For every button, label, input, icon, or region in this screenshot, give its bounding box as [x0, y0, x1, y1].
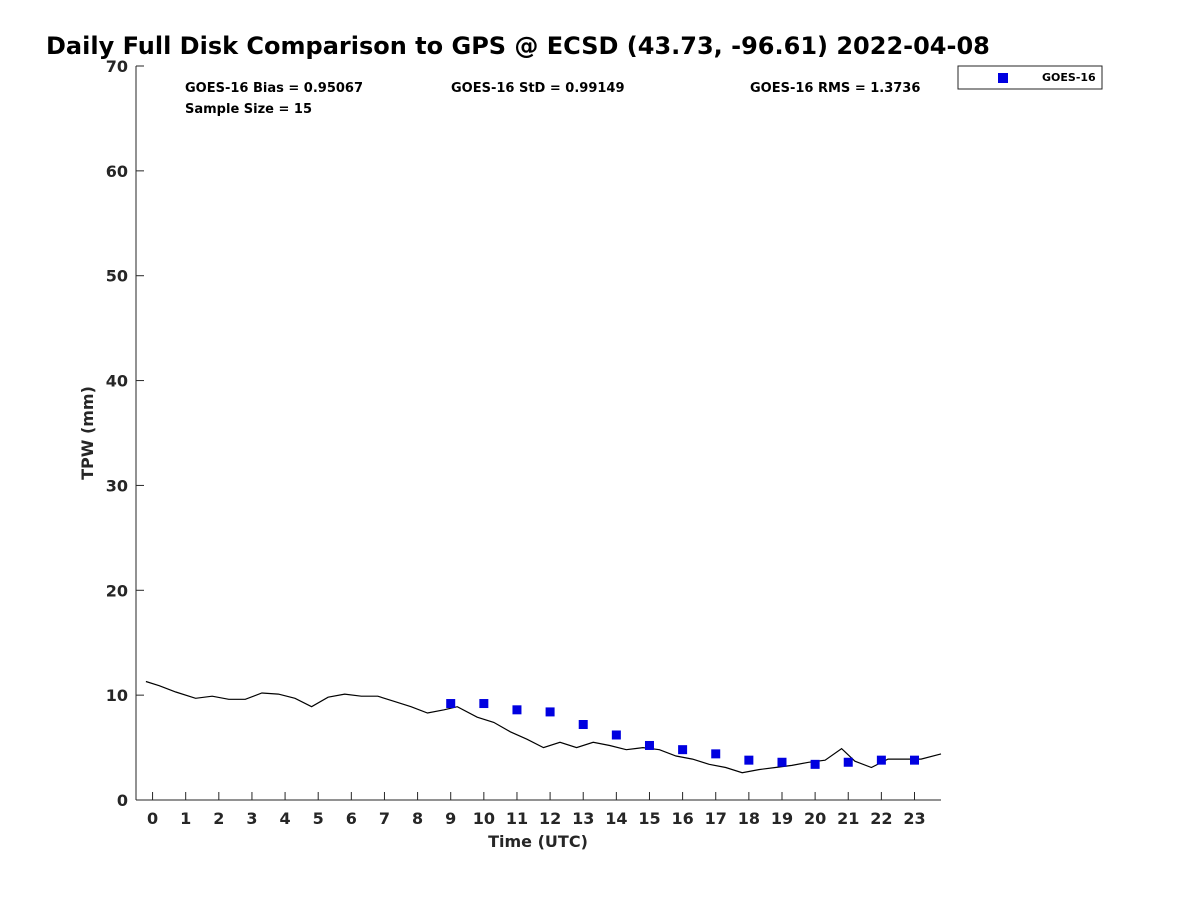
goes16-point [578, 720, 588, 730]
goes16-point [744, 755, 754, 765]
x-tick-label: 18 [738, 809, 760, 828]
x-tick-label: 11 [506, 809, 528, 828]
goes16-point [909, 755, 919, 765]
x-tick-label: 0 [147, 809, 158, 828]
gps-line [145, 680, 942, 774]
goes16-point [611, 730, 621, 740]
x-tick-label: 15 [638, 809, 660, 828]
y-ticks: 0 10 20 30 40 50 60 70 [106, 57, 144, 810]
y-tick-label: 40 [106, 372, 128, 391]
x-tick-label: 17 [705, 809, 727, 828]
x-tick-label: 10 [473, 809, 495, 828]
goes16-point [843, 757, 853, 767]
legend-box [957, 65, 1103, 90]
x-tick-label: 21 [837, 809, 859, 828]
x-tick-label: 7 [379, 809, 390, 828]
y-tick-label: 10 [106, 686, 128, 705]
x-tick-label: 19 [771, 809, 793, 828]
y-tick-label: 60 [106, 162, 128, 181]
goes16-point [512, 705, 522, 715]
goes16-point [777, 757, 787, 767]
legend-marker [998, 73, 1008, 83]
bias-text: GOES-16 Bias = 0.95067 [185, 81, 363, 96]
y-axis-label: TPW (mm) [78, 386, 97, 480]
x-tick-label: 16 [671, 809, 693, 828]
x-tick-label: 6 [346, 809, 357, 828]
series-layer [145, 680, 942, 774]
y-tick-label: 70 [106, 57, 128, 76]
x-tick-label: 2 [213, 809, 224, 828]
goes16-point [479, 699, 489, 709]
x-ticks: 0 1 2 3 4 5 6 7 8 9 10 11 12 13 14 15 16 17 18 19 20 21 22 23 [147, 792, 926, 828]
x-tick-label: 3 [246, 809, 257, 828]
x-tick-label: 23 [903, 809, 925, 828]
goes16-point [644, 740, 654, 750]
x-tick-label: 4 [280, 809, 291, 828]
goes16-point [876, 755, 886, 765]
goes16-point [545, 707, 555, 717]
y-tick-label: 30 [106, 476, 128, 495]
x-tick-label: 13 [572, 809, 594, 828]
rms-text: GOES-16 RMS = 1.3736 [750, 81, 920, 96]
x-tick-label: 8 [412, 809, 423, 828]
x-axis-label: Time (UTC) [488, 832, 588, 851]
chart-title: Daily Full Disk Comparison to GPS @ ECSD… [46, 32, 990, 60]
goes16-point [446, 699, 456, 709]
x-tick-label: 20 [804, 809, 826, 828]
std-text: GOES-16 StD = 0.99149 [451, 81, 625, 96]
x-tick-label: 9 [445, 809, 456, 828]
y-tick-label: 50 [106, 267, 128, 286]
legend-label: GOES-16 [1042, 71, 1096, 84]
plot-area [135, 66, 941, 801]
x-tick-label: 5 [313, 809, 324, 828]
y-tick-label: 20 [106, 581, 128, 600]
goes16-point [711, 749, 721, 759]
x-tick-label: 12 [539, 809, 561, 828]
y-tick-label: 0 [117, 791, 128, 810]
legend: GOES-16 [957, 65, 1103, 90]
goes16-point [678, 745, 688, 755]
goes16-point [810, 759, 820, 769]
sample-size-text: Sample Size = 15 [185, 102, 312, 117]
x-tick-label: 14 [605, 809, 627, 828]
x-tick-label: 22 [870, 809, 892, 828]
x-tick-label: 1 [180, 809, 191, 828]
